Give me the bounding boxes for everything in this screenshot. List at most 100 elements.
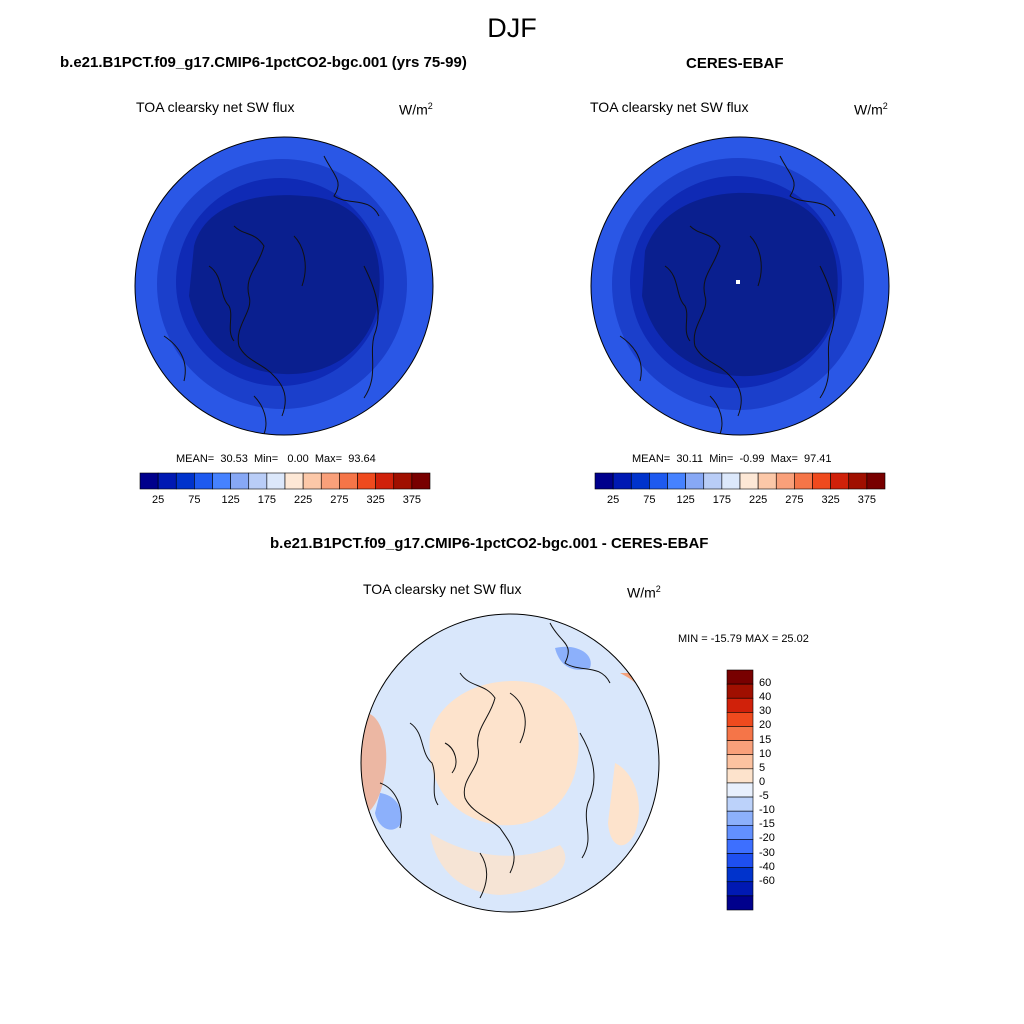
colorbar-swatch: [212, 472, 231, 490]
colorbar-swatch: [830, 472, 850, 490]
panel2-polar-map: [590, 136, 890, 436]
panel1-core-region: [189, 195, 380, 375]
panel3-colorbar-tick: -20: [759, 832, 775, 845]
colorbar-swatch: [157, 472, 177, 490]
panel3-warm-west: [361, 712, 387, 818]
panel1-coastlines: [163, 155, 380, 435]
colorbar-swatch: [393, 472, 413, 490]
colorbar-swatch: [726, 839, 754, 854]
panel1-units: W/m2: [399, 101, 433, 118]
figure-title: DJF: [487, 13, 537, 43]
colorbar-swatch: [726, 712, 754, 727]
colorbar-swatch: [726, 824, 754, 840]
colorbar-swatch: [302, 472, 322, 490]
panel3-colorbar-tick: -40: [759, 860, 775, 873]
panel2-colorbar-tick: 325: [821, 494, 840, 506]
colorbar-swatch: [775, 472, 795, 490]
colorbar-swatch: [794, 472, 813, 490]
panel2-map-border: [590, 136, 890, 436]
panel1-colorbar-tick: 175: [257, 494, 277, 506]
panel3-colorbar-tick: 5: [759, 761, 766, 774]
panel1-colorbar-tick: 225: [293, 494, 313, 506]
panel2-colorbar-tick: 125: [676, 494, 695, 506]
panel2-core-region: [642, 192, 838, 377]
panel2-variable: TOA clearsky net SW flux: [590, 99, 749, 115]
panel3-map-border: [360, 613, 660, 913]
panel3-title: b.e21.B1PCT.f09_g17.CMIP6-1pctCO2-bgc.00…: [270, 535, 709, 552]
colorbar-swatch: [139, 472, 159, 490]
colorbar-swatch: [726, 895, 754, 911]
colorbar-swatch: [726, 853, 754, 868]
colorbar-swatch: [726, 810, 754, 826]
panel3-colorbar-tick: 60: [759, 677, 772, 690]
colorbar-swatch: [726, 782, 754, 798]
panel1-title: b.e21.B1PCT.f09_g17.CMIP6-1pctCO2-bgc.00…: [60, 54, 467, 71]
panel3-colorbar-tick: -15: [759, 818, 775, 831]
panel2-missing-pole: [736, 280, 740, 284]
colorbar-swatch: [812, 472, 831, 490]
colorbar-swatch: [726, 796, 754, 812]
panel3-coastlines: [379, 622, 611, 899]
colorbar-swatch: [726, 697, 754, 713]
panel1-colorbar-tick: 125: [221, 494, 240, 506]
panel2-title: CERES-EBAF: [686, 55, 784, 72]
colorbar-swatch: [594, 472, 614, 490]
panel1-colorbar-tick: 75: [188, 494, 201, 506]
panel3-polar-map: [360, 613, 660, 913]
colorbar-swatch: [175, 472, 195, 490]
panel3-colorbar-tick: 10: [759, 747, 772, 760]
panel1-colorbar-tick: 25: [152, 494, 165, 506]
panel3-colorbar: [726, 669, 754, 911]
panel2-colorbar: [594, 472, 886, 490]
panel1-colorbar: [139, 472, 431, 490]
panel1-colorbar-tick: 275: [330, 494, 349, 506]
panel1-polar-map: [134, 136, 434, 436]
colorbar-swatch: [866, 472, 886, 490]
colorbar-swatch: [339, 472, 358, 490]
panel3-colorbar-tick: -10: [759, 804, 775, 817]
panel2-colorbar-tick: 275: [785, 494, 804, 506]
colorbar-swatch: [726, 867, 754, 883]
panel1-colorbar-tick: 375: [402, 494, 422, 506]
panel3-colorbar-tick: 30: [759, 705, 772, 718]
panel2-units: W/m2: [854, 101, 888, 118]
panel3-warm-south: [430, 833, 566, 895]
panel3-stats: MIN = -15.79 MAX = 25.02: [678, 633, 809, 645]
panel3-warm-east: [608, 763, 639, 846]
panel2-colorbar-tick: 25: [607, 494, 620, 506]
panel3-units: W/m2: [627, 584, 661, 601]
colorbar-swatch: [357, 472, 376, 490]
panel3-colorbar-tick: 40: [759, 691, 772, 704]
colorbar-swatch: [649, 472, 668, 490]
colorbar-swatch: [411, 472, 431, 490]
panel3-colorbar-tick: 15: [759, 733, 772, 746]
panel1-variable: TOA clearsky net SW flux: [136, 99, 295, 115]
colorbar-swatch: [685, 472, 705, 490]
panel3-colorbar-tick: 0: [759, 775, 766, 788]
colorbar-swatch: [726, 768, 754, 784]
colorbar-swatch: [266, 472, 286, 490]
panel2-colorbar-tick: 225: [748, 494, 768, 506]
panel3-colorbar-tick: -5: [759, 790, 769, 803]
panel3-variable: TOA clearsky net SW flux: [363, 581, 522, 597]
colorbar-swatch: [194, 472, 213, 490]
panel1-stats: MEAN= 30.53 Min= 0.00 Max= 93.64: [176, 453, 376, 465]
colorbar-swatch: [726, 726, 754, 741]
panel3-cool-north: [555, 646, 591, 670]
panel3-colorbar-tick: -60: [759, 874, 775, 887]
panel1-map-border: [134, 136, 434, 436]
colorbar-swatch: [667, 472, 686, 490]
colorbar-swatch: [726, 740, 754, 756]
colorbar-swatch: [757, 472, 777, 490]
colorbar-swatch: [375, 472, 395, 490]
colorbar-swatch: [726, 669, 754, 685]
colorbar-swatch: [721, 472, 741, 490]
colorbar-swatch: [630, 472, 650, 490]
colorbar-swatch: [726, 754, 754, 770]
colorbar-swatch: [739, 472, 759, 490]
panel2-colorbar-tick: 375: [857, 494, 877, 506]
colorbar-swatch: [726, 881, 754, 897]
panel3-colorbar-tick: 20: [759, 719, 772, 732]
panel1-colorbar-tick: 325: [366, 494, 385, 506]
panel3-warm-core: [429, 681, 579, 826]
